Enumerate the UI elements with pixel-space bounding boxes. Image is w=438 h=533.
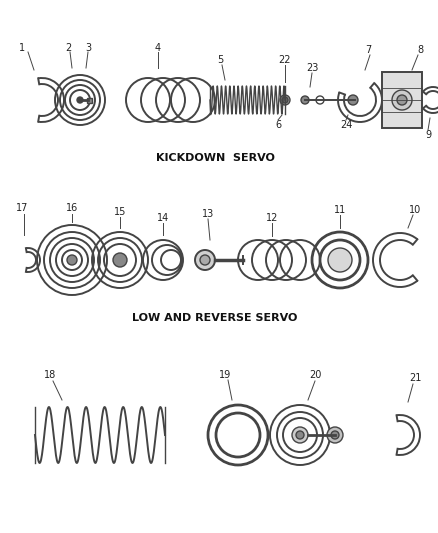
Text: 15: 15 (113, 207, 126, 217)
Text: 10: 10 (408, 205, 420, 215)
Text: 12: 12 (265, 213, 278, 223)
Text: 2: 2 (65, 43, 71, 53)
Text: 4: 4 (155, 43, 161, 53)
Circle shape (327, 248, 351, 272)
Text: 8: 8 (416, 45, 422, 55)
Text: 20: 20 (308, 370, 321, 380)
Text: 16: 16 (66, 203, 78, 213)
Text: 6: 6 (274, 120, 280, 130)
Text: 11: 11 (333, 205, 345, 215)
Circle shape (279, 95, 290, 105)
Circle shape (347, 95, 357, 105)
Text: 7: 7 (364, 45, 370, 55)
Text: 24: 24 (339, 120, 351, 130)
Circle shape (300, 96, 308, 104)
Bar (381, 72, 421, 128)
Text: 14: 14 (156, 213, 169, 223)
Text: 13: 13 (201, 209, 214, 219)
Text: KICKDOWN  SERVO: KICKDOWN SERVO (155, 153, 274, 163)
Circle shape (291, 427, 307, 443)
Text: 1: 1 (19, 43, 25, 53)
Circle shape (194, 250, 215, 270)
Text: 21: 21 (408, 373, 420, 383)
Circle shape (281, 97, 287, 103)
Circle shape (67, 255, 77, 265)
Circle shape (200, 255, 209, 265)
Text: 18: 18 (44, 370, 56, 380)
Text: 19: 19 (219, 370, 230, 380)
Text: 17: 17 (16, 203, 28, 213)
Circle shape (77, 97, 83, 103)
Text: 23: 23 (305, 63, 318, 73)
Text: 5: 5 (216, 55, 223, 65)
Text: LOW AND REVERSE SERVO: LOW AND REVERSE SERVO (132, 313, 297, 323)
Circle shape (391, 90, 411, 110)
Text: 22: 22 (278, 55, 290, 65)
Text: 3: 3 (85, 43, 91, 53)
Circle shape (295, 431, 303, 439)
Circle shape (330, 431, 338, 439)
Circle shape (326, 427, 342, 443)
Bar (87, 98, 92, 102)
Circle shape (396, 95, 406, 105)
Circle shape (113, 253, 127, 267)
Text: 9: 9 (424, 130, 430, 140)
